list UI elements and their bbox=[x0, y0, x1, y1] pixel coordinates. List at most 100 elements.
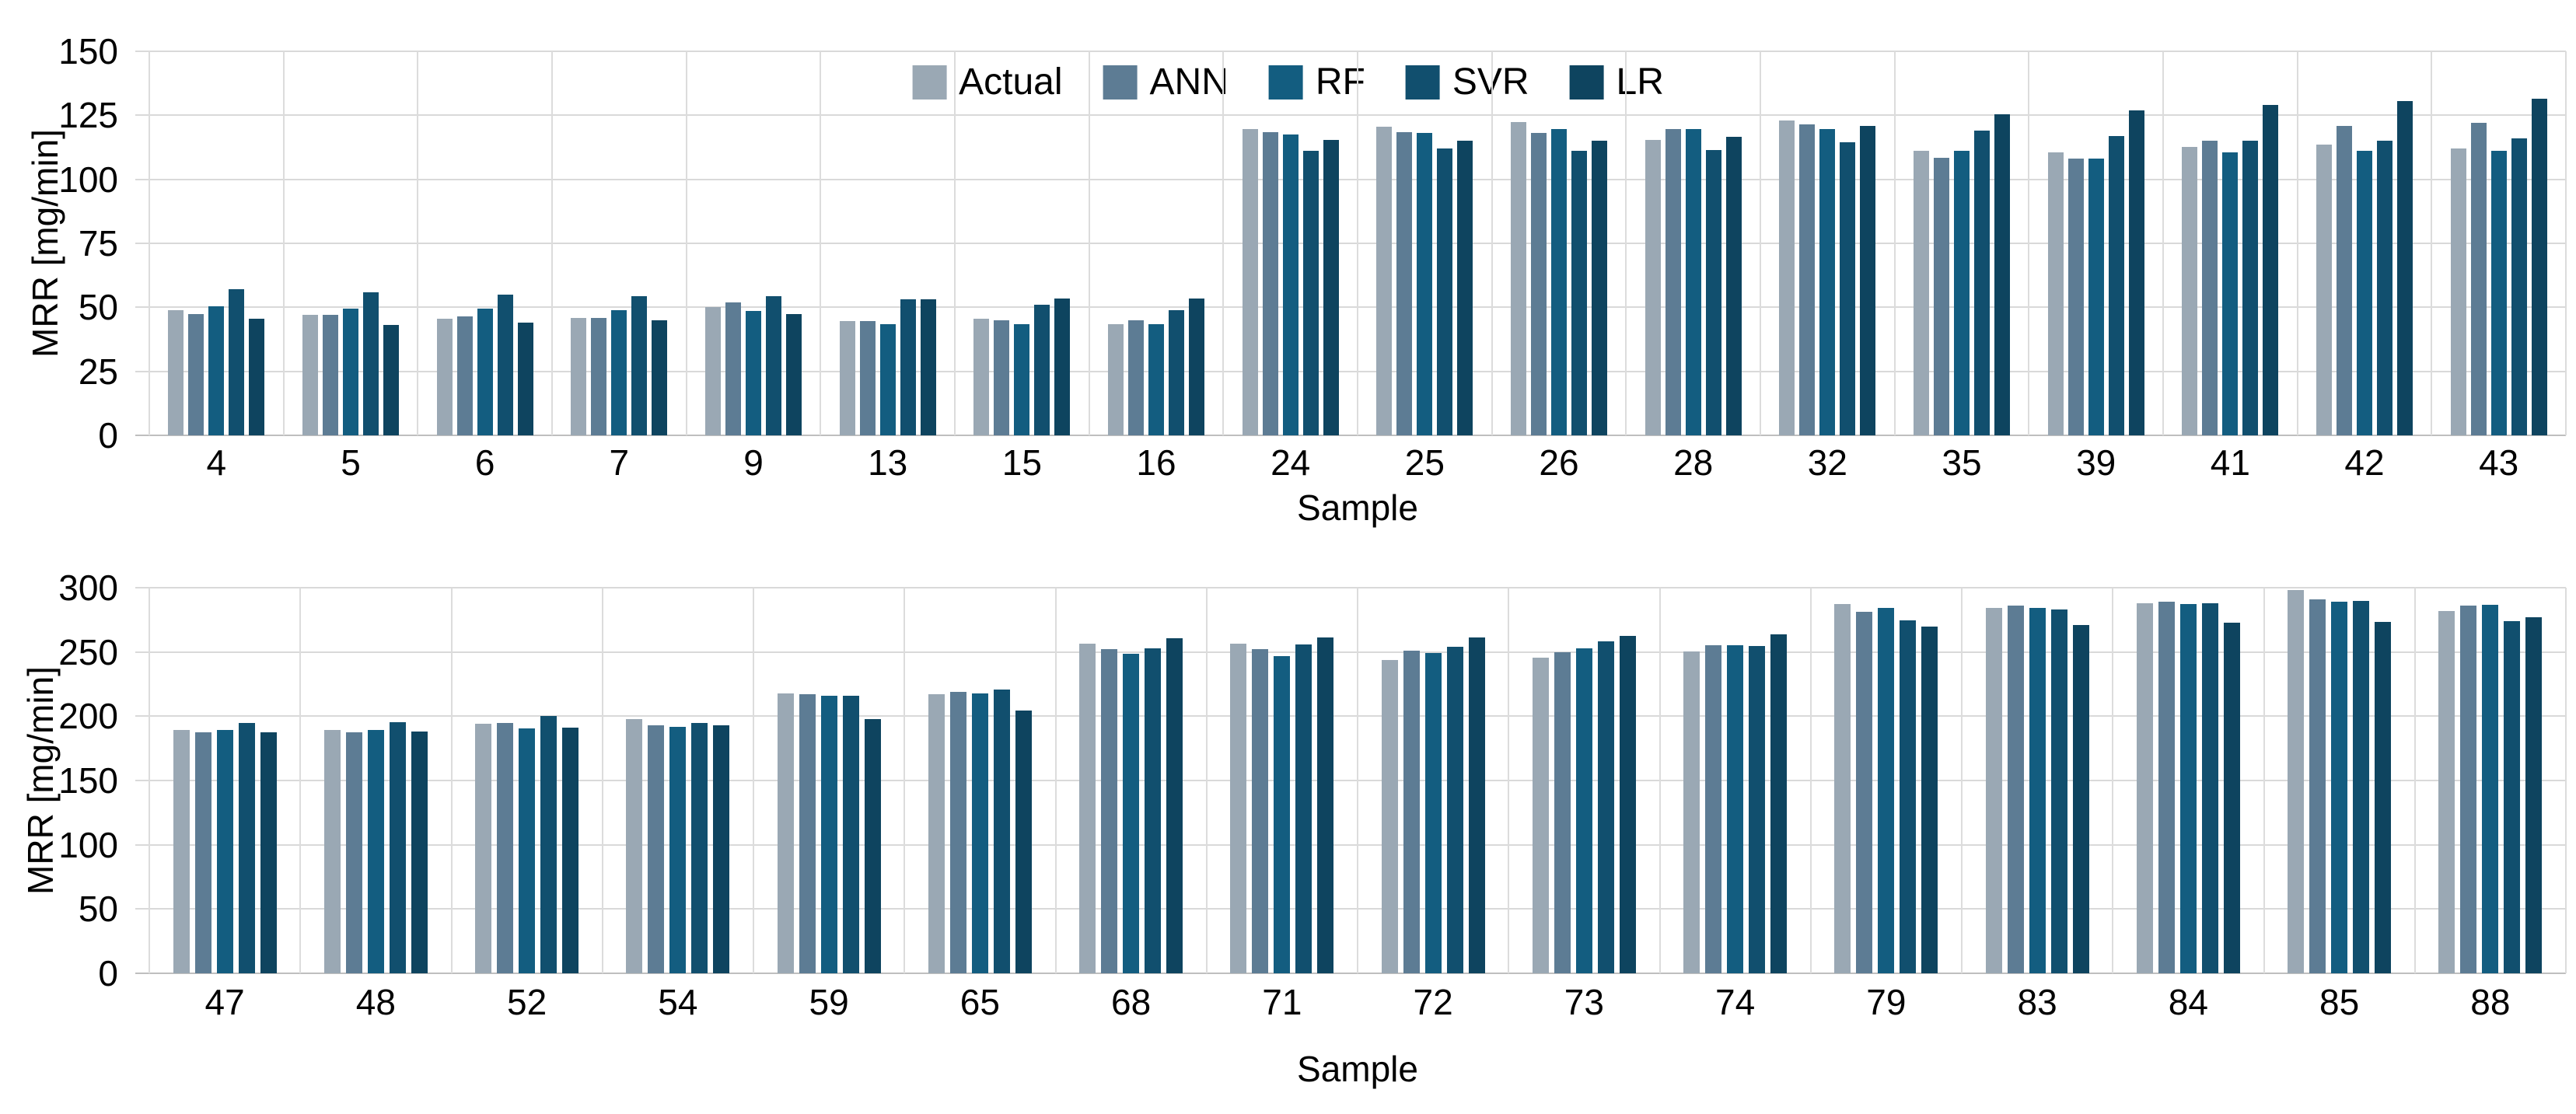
bar-actual-sample-83 bbox=[1986, 608, 2002, 973]
x-tick-label: 48 bbox=[355, 982, 396, 1022]
bar-ann-sample-85 bbox=[2309, 599, 2326, 973]
bar-lr-sample-74 bbox=[1770, 634, 1787, 973]
bar-lr-sample-24 bbox=[1323, 140, 1339, 435]
bar-rf-sample-71 bbox=[1274, 656, 1290, 973]
bar-rf-sample-42 bbox=[2357, 151, 2372, 435]
bar-ann-sample-4 bbox=[188, 314, 204, 435]
category-gridline bbox=[2413, 588, 2416, 973]
y-tick-label: 150 bbox=[58, 31, 118, 72]
bar-rf-sample-35 bbox=[1954, 151, 1970, 435]
legend-swatch-icon bbox=[1103, 65, 1138, 100]
legend-item-rf: RF bbox=[1268, 64, 1365, 101]
bar-svr-sample-68 bbox=[1145, 648, 1161, 973]
gridline bbox=[135, 587, 2566, 588]
x-tick-label: 72 bbox=[1413, 982, 1453, 1022]
bar-ann-sample-28 bbox=[1665, 129, 1681, 435]
x-tick-label: 41 bbox=[2210, 442, 2250, 483]
category-gridline bbox=[1809, 588, 1812, 973]
bar-actual-sample-74 bbox=[1683, 651, 1700, 973]
bar-rf-sample-65 bbox=[972, 693, 988, 973]
x-tick-label: 65 bbox=[959, 982, 1000, 1022]
bar-ann-sample-71 bbox=[1252, 649, 1268, 973]
x-tick-label: 7 bbox=[609, 442, 630, 483]
bar-svr-sample-16 bbox=[1169, 310, 1184, 435]
bar-lr-sample-15 bbox=[1054, 299, 1070, 435]
category-gridline bbox=[1893, 51, 1896, 435]
bar-actual-sample-79 bbox=[1834, 604, 1851, 973]
bar-actual-sample-35 bbox=[1914, 151, 1929, 435]
bar-actual-sample-41 bbox=[2182, 147, 2197, 435]
category-gridline bbox=[2028, 51, 2030, 435]
bar-svr-sample-7 bbox=[631, 296, 647, 435]
bar-svr-sample-52 bbox=[540, 716, 557, 973]
bar-svr-sample-9 bbox=[766, 296, 781, 435]
x-tick-label: 47 bbox=[204, 982, 245, 1022]
legend-item-lr: LR bbox=[1569, 64, 1664, 101]
y-tick-label: 100 bbox=[58, 159, 118, 200]
bar-actual-sample-52 bbox=[475, 724, 491, 973]
bar-lr-sample-9 bbox=[786, 314, 802, 435]
category-gridline bbox=[2431, 51, 2433, 435]
x-tick-label: 5 bbox=[341, 442, 361, 483]
y-tick-label: 50 bbox=[78, 287, 118, 328]
x-tick-label: 59 bbox=[809, 982, 849, 1022]
bar-lr-sample-59 bbox=[865, 719, 881, 973]
bar-ann-sample-48 bbox=[346, 732, 362, 973]
bar-lr-sample-25 bbox=[1457, 141, 1473, 435]
legend-label: ANN bbox=[1149, 61, 1229, 103]
bar-ann-sample-83 bbox=[2008, 606, 2024, 973]
x-tick-label: 35 bbox=[1942, 442, 1982, 483]
bar-lr-sample-28 bbox=[1726, 137, 1742, 435]
bar-lr-sample-6 bbox=[518, 323, 533, 435]
x-tick-label: 24 bbox=[1271, 442, 1311, 483]
bar-rf-sample-5 bbox=[343, 309, 358, 435]
bar-rf-sample-83 bbox=[2029, 608, 2046, 973]
bar-actual-sample-32 bbox=[1779, 120, 1795, 435]
bar-rf-sample-72 bbox=[1425, 653, 1442, 973]
gridline bbox=[135, 370, 2566, 372]
bar-lr-sample-41 bbox=[2263, 105, 2278, 435]
bar-lr-sample-32 bbox=[1860, 126, 1875, 435]
bar-ann-sample-59 bbox=[799, 694, 816, 973]
bar-svr-sample-88 bbox=[2504, 621, 2520, 973]
bar-rf-sample-59 bbox=[821, 696, 837, 973]
x-axis-title: Sample bbox=[1297, 1049, 1418, 1089]
bar-svr-sample-26 bbox=[1571, 151, 1587, 435]
x-tick-label: 85 bbox=[2319, 982, 2360, 1022]
bar-actual-sample-54 bbox=[626, 719, 642, 973]
bar-lr-sample-42 bbox=[2397, 101, 2413, 435]
gridline bbox=[135, 908, 2566, 910]
category-gridline bbox=[2112, 588, 2114, 973]
bar-svr-sample-54 bbox=[691, 723, 708, 973]
bar-ann-sample-15 bbox=[994, 320, 1009, 435]
category-gridline bbox=[753, 588, 754, 973]
x-tick-label: 39 bbox=[2076, 442, 2116, 483]
bar-ann-sample-7 bbox=[591, 318, 606, 435]
bar-svr-sample-65 bbox=[994, 690, 1010, 973]
bar-svr-sample-48 bbox=[390, 722, 406, 973]
legend-label: SVR bbox=[1452, 61, 1529, 103]
category-gridline bbox=[1760, 51, 1761, 435]
y-axis-title: MRR [mg/min] bbox=[20, 666, 61, 895]
bar-rf-sample-74 bbox=[1727, 645, 1743, 973]
category-gridline bbox=[149, 51, 150, 435]
x-tick-label: 73 bbox=[1564, 982, 1604, 1022]
bar-lr-sample-83 bbox=[2073, 625, 2089, 973]
bar-rf-sample-13 bbox=[880, 324, 896, 435]
bar-lr-sample-39 bbox=[2129, 110, 2144, 435]
x-tick-label: 71 bbox=[1262, 982, 1302, 1022]
category-gridline bbox=[1222, 51, 1225, 435]
category-gridline bbox=[1508, 588, 1510, 973]
bar-svr-sample-25 bbox=[1437, 148, 1452, 435]
bar-actual-sample-15 bbox=[973, 319, 989, 435]
bar-ann-sample-52 bbox=[497, 723, 513, 973]
category-gridline bbox=[1961, 588, 1963, 973]
y-tick-label: 200 bbox=[58, 696, 118, 737]
bar-lr-sample-73 bbox=[1620, 636, 1636, 973]
bar-svr-sample-35 bbox=[1974, 131, 1990, 435]
category-gridline bbox=[954, 51, 956, 435]
bar-svr-sample-83 bbox=[2051, 609, 2067, 973]
x-tick-label: 16 bbox=[1136, 442, 1176, 483]
category-gridline bbox=[1491, 51, 1493, 435]
